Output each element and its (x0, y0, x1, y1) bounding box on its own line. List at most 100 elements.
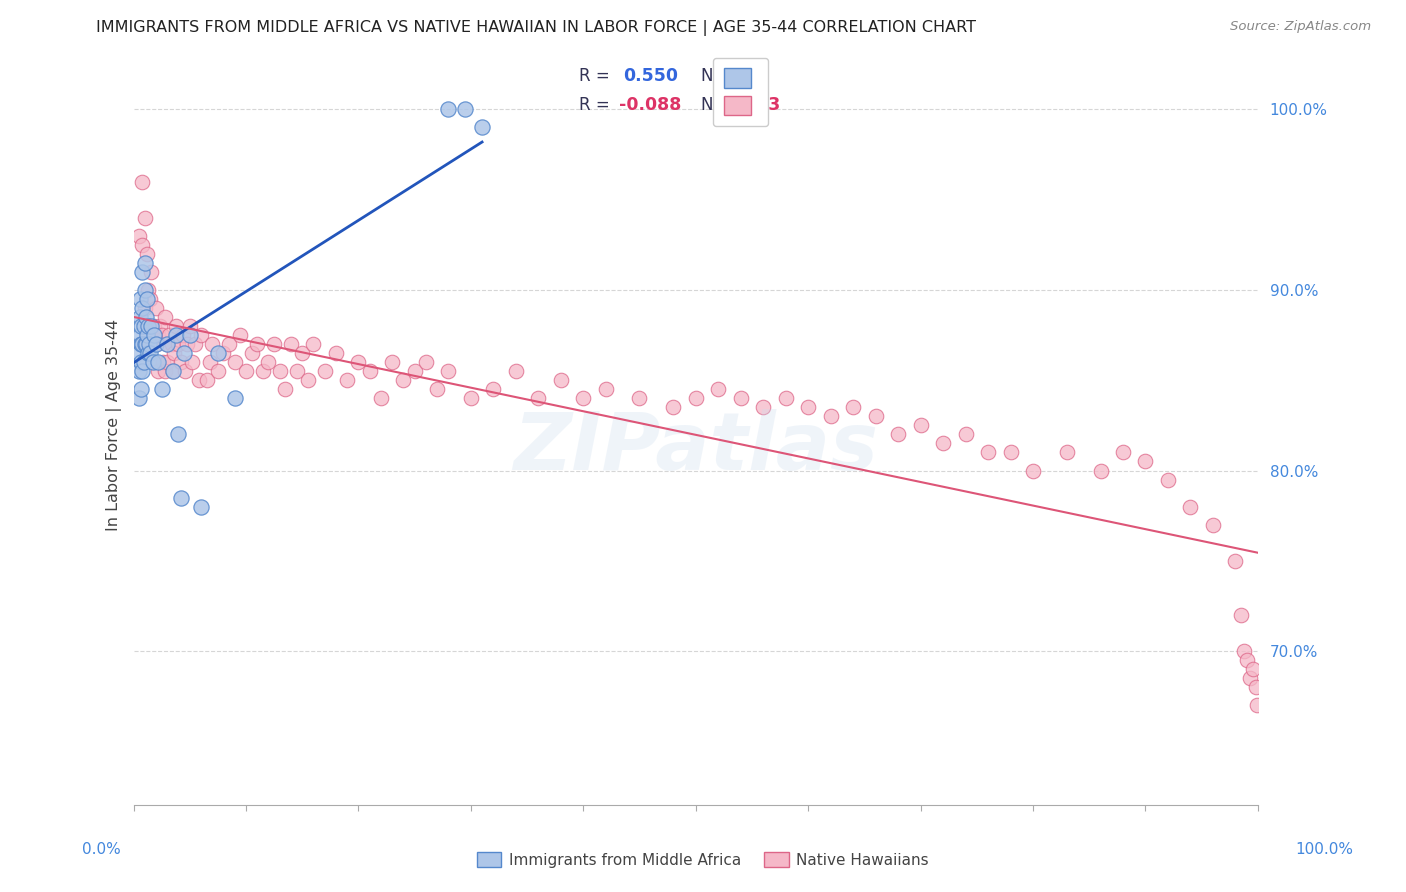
Point (142, 328, 165, 343)
Point (257, 355, 280, 369)
Point (1244, 680, 1267, 694)
Point (392, 373, 415, 387)
Point (131, 319, 153, 334)
Point (1230, 607, 1253, 622)
Point (977, 445, 1000, 459)
Point (1180, 500, 1202, 514)
Point (1157, 473, 1180, 487)
Text: Source: ZipAtlas.com: Source: ZipAtlas.com (1230, 20, 1371, 33)
Text: -0.088: -0.088 (619, 95, 682, 113)
Point (136, 292, 159, 306)
Point (131, 364, 153, 378)
Point (145, 301, 167, 315)
Point (460, 392, 482, 406)
Point (820, 409, 842, 424)
Point (381, 355, 404, 369)
Point (170, 355, 193, 369)
Point (128, 228, 150, 243)
Point (153, 364, 176, 378)
Point (752, 401, 775, 415)
Point (195, 373, 218, 387)
Point (165, 328, 187, 343)
Point (932, 436, 955, 450)
Point (128, 364, 150, 378)
Point (471, 120, 494, 135)
Point (170, 491, 193, 505)
Point (142, 355, 165, 369)
Point (131, 355, 153, 369)
Point (134, 301, 156, 315)
Point (136, 283, 159, 297)
Text: R =: R = (579, 95, 610, 113)
Point (128, 392, 150, 406)
Point (955, 427, 977, 442)
Point (437, 364, 460, 378)
Point (201, 337, 224, 351)
Point (1246, 698, 1268, 713)
Point (179, 319, 201, 334)
Point (336, 373, 359, 387)
Point (142, 319, 165, 334)
Point (160, 337, 183, 351)
Point (775, 392, 797, 406)
Point (302, 337, 325, 351)
Point (1239, 671, 1261, 685)
Point (285, 364, 308, 378)
Point (145, 337, 167, 351)
Point (138, 328, 160, 343)
Point (1241, 662, 1264, 676)
Point (280, 337, 302, 351)
Point (176, 337, 198, 351)
Point (135, 337, 157, 351)
Point (887, 427, 910, 442)
Point (136, 337, 159, 351)
Point (347, 355, 370, 369)
Point (152, 355, 174, 369)
Point (159, 328, 181, 343)
Text: R =: R = (579, 67, 610, 85)
Point (797, 401, 820, 415)
Point (138, 337, 160, 351)
Point (173, 346, 195, 360)
Point (297, 373, 319, 387)
Legend: Immigrants from Middle Africa, Native Hawaiians: Immigrants from Middle Africa, Native Ha… (471, 846, 935, 873)
Point (148, 355, 170, 369)
Text: 0.0%: 0.0% (82, 842, 121, 856)
Point (141, 319, 163, 334)
Point (142, 328, 165, 343)
Point (172, 328, 194, 343)
Point (454, 103, 477, 117)
Text: IMMIGRANTS FROM MIDDLE AFRICA VS NATIVE HAWAIIAN IN LABOR FORCE | AGE 35-44 CORR: IMMIGRANTS FROM MIDDLE AFRICA VS NATIVE … (96, 20, 976, 36)
Point (131, 265, 153, 279)
Point (263, 337, 285, 351)
Point (179, 328, 201, 343)
Point (156, 355, 179, 369)
Point (150, 328, 173, 343)
Point (224, 392, 246, 406)
Point (148, 364, 170, 378)
Point (134, 256, 156, 270)
Point (184, 337, 207, 351)
Text: N =: N = (702, 67, 733, 85)
Point (190, 328, 212, 343)
Point (134, 283, 156, 297)
Point (198, 355, 221, 369)
Point (246, 337, 269, 351)
Point (1090, 463, 1112, 477)
Point (136, 346, 159, 360)
Legend: , : , (713, 58, 768, 126)
Point (131, 382, 153, 396)
Point (291, 346, 314, 360)
Point (148, 328, 170, 343)
Point (325, 346, 347, 360)
Text: ZIPatlas: ZIPatlas (513, 409, 879, 487)
Point (136, 319, 159, 334)
Point (1236, 653, 1258, 667)
Point (156, 337, 179, 351)
Point (707, 382, 730, 396)
Point (359, 364, 381, 378)
Point (150, 382, 173, 396)
Point (128, 346, 150, 360)
Point (132, 355, 155, 369)
Point (131, 337, 153, 351)
